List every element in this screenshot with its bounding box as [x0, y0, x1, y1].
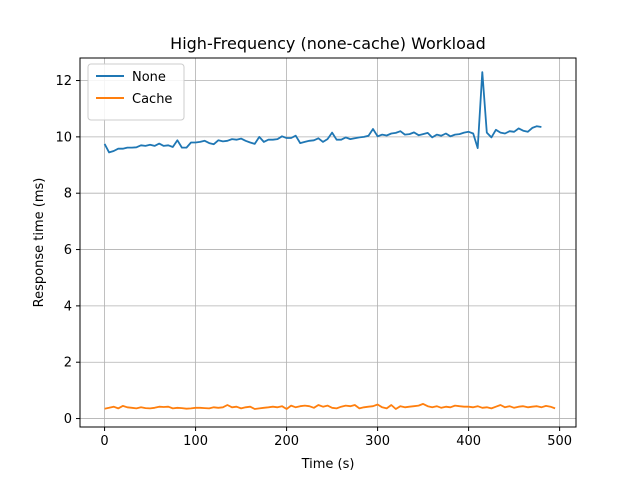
legend-label-cache: Cache: [132, 92, 172, 107]
x-tick-label: 100: [183, 434, 208, 449]
y-tick-label: 6: [64, 243, 72, 258]
y-tick-label: 4: [64, 299, 72, 314]
y-tick-label: 2: [64, 356, 72, 371]
legend-label-none: None: [132, 70, 166, 85]
grid: [80, 58, 576, 427]
y-tick-label: 0: [64, 412, 72, 427]
x-tick-label: 500: [547, 434, 572, 449]
x-tick-label: 200: [274, 434, 299, 449]
x-axis-label: Time (s): [301, 457, 355, 472]
chart-title: High-Frequency (none-cache) Workload: [170, 34, 486, 53]
series-line-cache: [104, 402, 556, 410]
series-layer: [103, 71, 556, 410]
y-tick-label: 8: [64, 187, 72, 202]
plot-frame: [79, 57, 577, 428]
y-tick-label: 10: [55, 130, 72, 145]
y-tick-label: 12: [55, 74, 72, 89]
y-axis-label: Response time (ms): [32, 178, 47, 308]
x-tick-label: 400: [456, 434, 481, 449]
legend: None Cache: [87, 63, 185, 121]
legend-box: [87, 63, 185, 121]
x-tick-label: 0: [100, 434, 108, 449]
series-line-none: [103, 71, 542, 154]
ticks: 0 100 200 300 400 500 0 2 4 6 8 10 12: [55, 74, 572, 449]
x-tick-label: 300: [365, 434, 390, 449]
